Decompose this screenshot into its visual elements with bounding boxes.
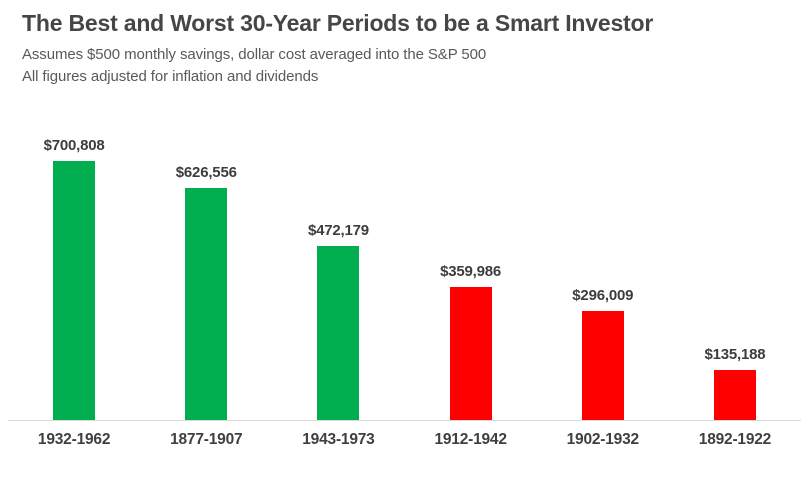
x-axis-label: 1943-1973 [302, 431, 375, 448]
x-axis-label: 1932-1962 [37, 431, 111, 448]
bar-column: $135,188 [669, 130, 801, 420]
chart-header: The Best and Worst 30-Year Periods to be… [22, 10, 799, 87]
bar-value-label: $626,556 [175, 164, 237, 181]
bar-column: $626,556 [140, 130, 272, 420]
bar-column: $472,179 [272, 130, 404, 420]
bar-value-label: $359,986 [440, 263, 502, 280]
bar-value-label: $700,808 [43, 137, 105, 154]
x-axis-labels: 1932-1962 1877-1907 1943-1973 1912-1942 1902… [8, 431, 801, 449]
x-axis-label: 1892-1922 [698, 431, 772, 448]
bar [713, 370, 756, 420]
bar-chart-plot-area: $700,808 $626,556 $472,179 $359,986 $296,009… [8, 130, 801, 421]
x-axis-label: 1877-1907 [170, 431, 243, 448]
bar-column: $296,009 [537, 130, 669, 420]
bar [185, 188, 228, 420]
chart-title: The Best and Worst 30-Year Periods to be… [22, 10, 654, 36]
bar-value-label: $472,179 [307, 222, 369, 239]
bar-value-label: $296,009 [572, 287, 634, 304]
bar-column: $359,986 [405, 130, 537, 420]
x-axis-label: 1902-1932 [566, 431, 640, 448]
bar [317, 246, 360, 420]
bar [581, 311, 624, 420]
bar [53, 161, 96, 420]
bar-value-label: $135,188 [704, 346, 766, 363]
chart-subtitle-line2: All figures adjusted for inflation and d… [22, 68, 319, 85]
chart-subtitle-line1: Assumes $500 monthly savings, dollar cos… [22, 46, 487, 63]
bar [449, 287, 492, 420]
bar-column: $700,808 [8, 130, 140, 420]
x-axis-label: 1912-1942 [434, 431, 507, 448]
